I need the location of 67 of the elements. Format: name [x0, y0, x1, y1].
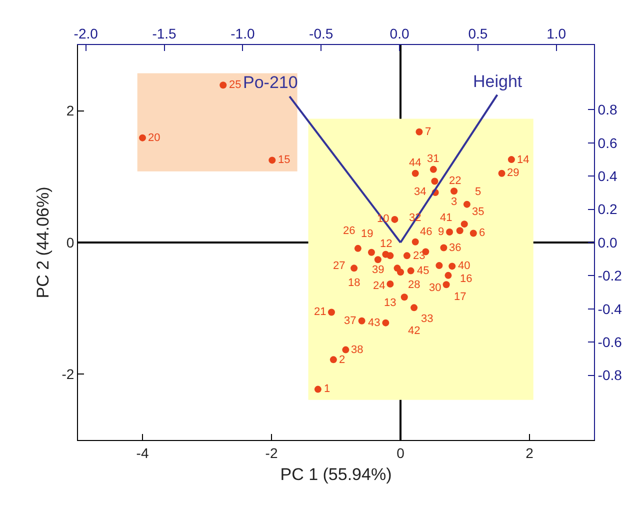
annotation: 36 [449, 242, 462, 254]
x-tick-label: 2 [526, 444, 534, 461]
annotation: 17 [454, 291, 466, 303]
y2-tick-label: -0.6 [598, 334, 622, 350]
annotation: 42 [408, 325, 420, 337]
annotation: 27 [333, 260, 346, 272]
annotation: 7 [425, 126, 432, 138]
annotation: 9 [438, 226, 444, 238]
annotation: 6 [479, 227, 486, 239]
annotation: 14 [517, 154, 530, 166]
y2-tick-label: 0.2 [598, 201, 618, 218]
y2-tick-label: 0.0 [598, 234, 618, 250]
x-tick-label: -2 [265, 444, 278, 461]
y2-tick-label: 0.8 [598, 102, 618, 118]
annotation: 20 [148, 132, 160, 144]
y2-tick-label: -0.2 [598, 268, 622, 284]
annotation: 29 [507, 167, 520, 179]
annotation: 13 [384, 297, 396, 309]
annotation: 18 [348, 277, 360, 289]
series-label: Po-210 [243, 73, 298, 92]
annotation: 43 [368, 317, 380, 329]
annotation: 15 [278, 154, 290, 166]
annotation: 31 [427, 153, 440, 165]
x2-tick-label: -1.0 [230, 25, 255, 42]
annotation: 12 [380, 238, 392, 250]
annotation: 24 [373, 280, 386, 292]
y-axis-title: PC 2 (44.06%) [33, 186, 52, 298]
annotation: 28 [408, 279, 420, 291]
x2-tick-label: 0.5 [468, 25, 488, 42]
annotation: 33 [421, 313, 434, 325]
x-tick-label: 0 [396, 444, 405, 461]
y-tick-label: 2 [66, 102, 74, 119]
y2-tick-label: 0.6 [598, 134, 618, 151]
series-label: Height [473, 72, 522, 91]
annotation: 16 [460, 273, 472, 285]
y-tick-label: 0 [66, 234, 74, 250]
y-tick-label: -2 [62, 366, 74, 382]
annotation: 39 [372, 264, 384, 276]
annotation: 25 [229, 79, 242, 91]
annotation: 40 [458, 260, 470, 272]
annotation: 46 [420, 226, 432, 238]
annotation: 21 [314, 306, 326, 318]
y2-tick-label: 0.4 [598, 168, 618, 184]
annotation: 38 [351, 344, 364, 356]
y2-tick-label: -0.8 [598, 367, 622, 384]
annotation: 19 [361, 228, 374, 240]
x2-tick-label: -0.5 [309, 25, 334, 42]
annotation: 22 [449, 175, 462, 187]
annotation: 2 [339, 354, 346, 366]
annotation: 34 [414, 186, 426, 198]
annotation: 37 [344, 315, 356, 327]
x2-tick-label: 0.0 [390, 25, 410, 42]
annotation: 35 [472, 206, 484, 218]
x-axis-title: PC 1 (55.94%) [280, 465, 392, 484]
annotation: 30 [429, 282, 442, 294]
annotation: 45 [417, 265, 430, 277]
x2-tick-label: 1.0 [546, 25, 566, 42]
y2-tick-label: -0.4 [598, 300, 622, 317]
x2-tick-label: -1.5 [152, 25, 177, 42]
x2-tick-label: -2.0 [74, 25, 98, 42]
annotation: 44 [409, 157, 422, 169]
annotation: 41 [440, 212, 452, 224]
annotation: 1 [324, 383, 330, 395]
annotation: 26 [343, 225, 356, 237]
x-tick-label: -4 [136, 444, 149, 461]
annotation: 5 [475, 186, 482, 198]
annotation: 3 [451, 196, 458, 208]
